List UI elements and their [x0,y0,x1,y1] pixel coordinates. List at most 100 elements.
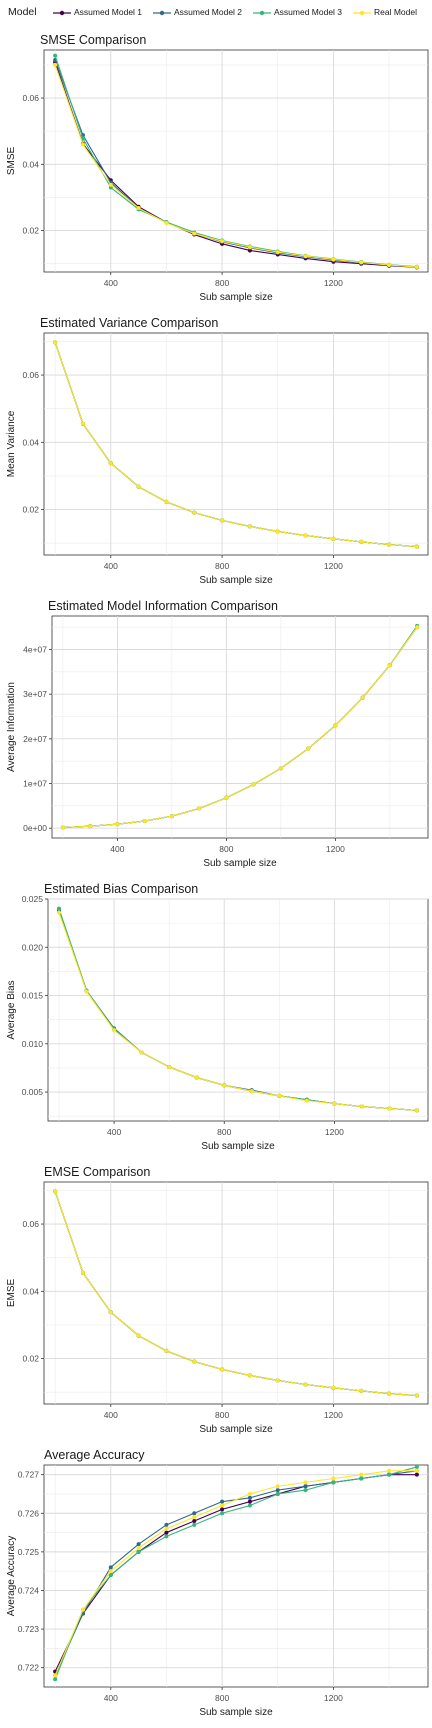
x-axis-label: Sub sample size [199,1707,273,1718]
data-point-real-model [251,782,256,787]
data-point-real-model [332,1101,337,1106]
data-point-real-model [194,1075,199,1080]
y-tick-label: 0.015 [22,991,44,1001]
plot-area [43,332,429,556]
y-tick-label: 0.724 [18,1585,40,1595]
legend-label: Assumed Model 2 [174,7,243,17]
data-point-real-model [53,340,58,345]
data-point-assumed-model-3 [53,1677,58,1682]
data-point-assumed-model-3 [164,1534,169,1539]
data-point-real-model [192,1515,197,1520]
data-point-real-model [167,1064,172,1069]
data-point-real-model [359,260,364,265]
data-point-assumed-model-3 [192,1522,197,1527]
data-point-real-model [220,239,225,244]
x-axis-label: Sub sample size [201,1141,275,1152]
data-point-real-model [142,819,147,824]
data-point-real-model [331,536,336,541]
data-point-real-model [136,206,141,211]
data-point-real-model [136,484,141,489]
y-axis-label: SMSE [6,147,17,176]
x-axis-label: Sub sample size [199,292,273,303]
data-point-real-model [247,245,252,250]
y-axis-label: Average Accuracy [6,1536,17,1616]
y-tick-label: 0.04 [22,159,39,169]
data-point-real-model [275,1484,280,1489]
y-tick-label: 0.722 [18,1663,40,1673]
data-point-real-model [112,1028,117,1033]
x-tick-label: 800 [215,561,229,571]
x-axis-label: Sub sample size [199,1424,273,1435]
data-point-real-model [164,1526,169,1531]
series-line-real-model [54,64,417,268]
data-point-real-model [360,695,365,700]
chart-title: Estimated Bias Comparison [44,882,198,896]
data-point-real-model [53,1189,58,1194]
x-axis-label: Sub sample size [199,575,273,586]
data-point-assumed-model-1 [220,1507,225,1512]
x-tick-label: 800 [219,844,233,854]
data-point-real-model [304,1098,309,1103]
data-point-assumed-model-1 [192,1518,197,1523]
data-point-real-model [387,1391,392,1396]
data-point-real-model [275,1378,280,1383]
y-tick-label: 0.04 [22,1286,39,1296]
y-tick-label: 0.06 [22,93,39,103]
data-point-real-model [303,1480,308,1485]
plot-area [43,1464,429,1688]
data-point-assumed-model-3 [108,1573,113,1578]
x-tick-label: 400 [104,1693,118,1703]
series-line-assumed-model-3 [54,1466,418,1680]
data-point-real-model [53,62,58,67]
data-point-real-model [247,1491,252,1496]
data-point-assumed-model-2 [108,1565,113,1570]
data-point-assumed-model-2 [247,1495,252,1500]
data-point-real-model [197,806,202,811]
series-line-real-model [54,1470,417,1676]
y-tick-label: 0.06 [22,370,39,380]
x-axis-label: Sub sample size [203,858,277,869]
y-tick-label: 0.005 [22,1087,44,1097]
x-tick-label: 1200 [324,1410,343,1420]
data-point-real-model [192,510,197,515]
y-axis-label: EMSE [6,1279,17,1308]
data-point-assumed-model-3 [414,1464,419,1469]
data-point-real-model [169,814,174,819]
data-point-assumed-model-2 [303,1484,308,1489]
data-point-real-model [414,1108,419,1113]
data-point-real-model [136,1333,141,1338]
chart-title: EMSE Comparison [44,1165,150,1179]
data-point-real-model [306,746,311,751]
series-line-real-model [54,1191,417,1397]
y-axis-label: Average Bias [6,980,17,1039]
x-tick-label: 800 [215,1693,229,1703]
legend-item-assumed-model-3: Assumed Model 3 [252,7,348,19]
data-point-assumed-model-1 [247,1499,252,1504]
data-point-real-model [303,1382,308,1387]
data-point-real-model [108,461,113,466]
x-tick-label: 400 [107,1127,121,1137]
data-point-real-model [275,250,280,255]
y-tick-label: 0e+00 [23,823,47,833]
data-point-real-model [88,824,93,829]
data-point-assumed-model-3 [331,1480,336,1485]
data-point-assumed-model-3 [136,1549,141,1554]
data-point-real-model [387,263,392,268]
data-point-real-model [80,142,85,147]
data-point-assumed-model-3 [220,1511,225,1516]
series-line-real-model [62,626,418,829]
data-point-real-model [222,1083,227,1088]
data-point-assumed-model-3 [303,1488,308,1493]
data-point-real-model [108,182,113,187]
data-point-real-model [278,766,283,771]
y-tick-label: 0.02 [22,226,39,236]
data-point-real-model [57,910,62,915]
y-tick-label: 0.725 [18,1547,40,1557]
x-tick-label: 1200 [325,1127,344,1137]
legend-key-icon [253,10,271,16]
legend-label: Real Model [374,7,417,17]
x-tick-label: 800 [215,278,229,288]
plot-area [43,1181,429,1405]
data-point-real-model [387,542,392,547]
data-point-assumed-model-2 [220,1499,225,1504]
